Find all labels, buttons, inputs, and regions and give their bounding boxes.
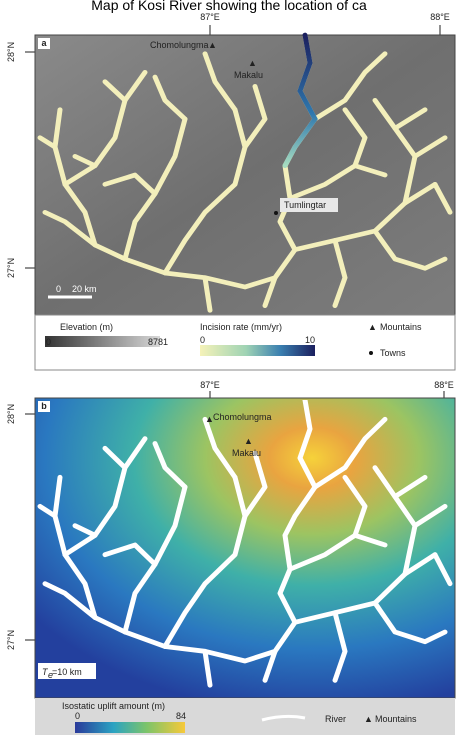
legend-title: Incision rate (mm/yr) — [200, 322, 282, 332]
elevation-bar — [45, 336, 160, 347]
panel-a: 87°E 88°E 28°N 27°N a Chomolungma ▲ ▲ Ma… — [6, 12, 455, 370]
legend-entry: River — [325, 714, 346, 724]
legend-max: 10 — [305, 335, 315, 345]
town-symbol — [274, 211, 278, 215]
te-value: =10 km — [52, 667, 82, 677]
incision-bar — [200, 345, 315, 356]
figure: Map of Kosi River showing the location o… — [0, 0, 458, 735]
legend-symbol — [369, 351, 373, 355]
body: Map of Kosi River showing the location o… — [0, 0, 458, 735]
mountain-label: Chomolungma — [213, 412, 272, 422]
legend-min: 0 — [46, 337, 51, 347]
mountain-symbol: ▲ — [208, 40, 217, 50]
panel-b: 87°E 88°E 28°N 27°N b ▲ Chomolungma ▲ Ma… — [6, 380, 455, 735]
panel-label: b — [41, 401, 47, 411]
lon-tick-label: 88°E — [430, 12, 450, 22]
mountain-label: Makalu — [232, 448, 261, 458]
mountain-symbol: ▲ — [248, 58, 257, 68]
legend-title: Isostatic uplift amount (m) — [62, 701, 165, 711]
lon-tick-label: 87°E — [200, 380, 220, 390]
scale-label: 0 — [56, 284, 61, 294]
legend-entry: Mountains — [375, 714, 417, 724]
lat-tick-label: 27°N — [6, 630, 16, 650]
legend-min: 0 — [75, 711, 80, 721]
legend-symbol: ▲ — [368, 322, 377, 332]
legend-entry: Towns — [380, 348, 406, 358]
legend-entry: Mountains — [380, 322, 422, 332]
legend-max: 84 — [176, 711, 186, 721]
lat-tick-label: 28°N — [6, 42, 16, 62]
caption: Map of Kosi River showing the location o… — [91, 0, 367, 13]
uplift-bar — [75, 722, 185, 733]
lon-tick-label: 87°E — [200, 12, 220, 22]
legend-symbol: ▲ — [364, 714, 373, 724]
lat-tick-label: 27°N — [6, 258, 16, 278]
page: Kosi River map {"caption": "Map of Kosi … — [0, 0, 458, 735]
mountain-label: Makalu — [234, 70, 263, 80]
legend-min: 0 — [200, 335, 205, 345]
legend-title: Elevation (m) — [60, 322, 113, 332]
town-label: Tumlingtar — [284, 200, 326, 210]
mountain-label: Chomolungma — [150, 40, 209, 50]
legend-max: 8781 — [148, 337, 168, 347]
lat-tick-label: 28°N — [6, 404, 16, 424]
scale-label: 20 km — [72, 284, 97, 294]
lon-tick-label: 88°E — [434, 380, 454, 390]
mountain-symbol: ▲ — [244, 436, 253, 446]
